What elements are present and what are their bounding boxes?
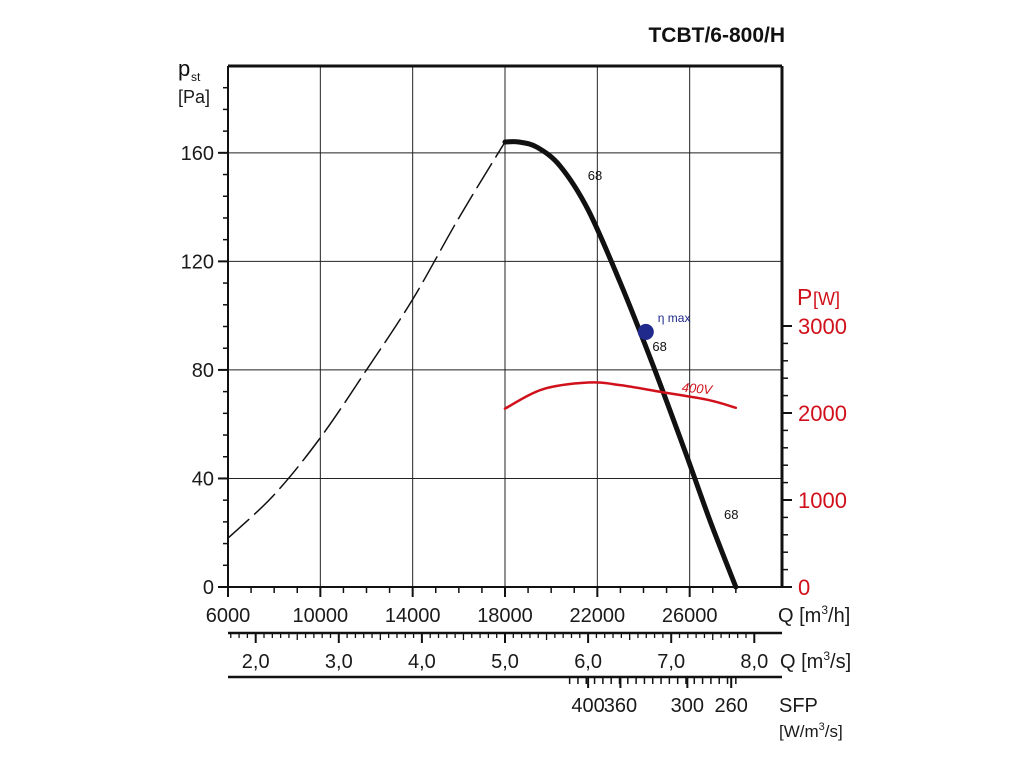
x-axis-sfp-label: SFP bbox=[779, 695, 818, 717]
x-tick-label-m3h: 14000 bbox=[385, 605, 441, 627]
x-axis-sfp-unit: [W/m3/s] bbox=[779, 721, 843, 741]
x-tick-label-sfp: 300 bbox=[671, 695, 704, 717]
series-pressure-extension bbox=[227, 141, 506, 539]
y-tick-label: 160 bbox=[181, 143, 214, 165]
x-tick-label-sfp: 260 bbox=[715, 695, 748, 717]
y-tick-label: 0 bbox=[203, 577, 214, 599]
y2-axis-unit: [W] bbox=[813, 289, 840, 309]
x-tick-label-m3s: 2,0 bbox=[242, 651, 270, 673]
x-axis-flow-m3s: 2,0 3,0 4,0 5,0 6,0 7,0 8,0 bbox=[228, 631, 782, 673]
x-tick-label-m3s: 3,0 bbox=[325, 651, 353, 673]
y2-tick-label: 2000 bbox=[798, 401, 847, 426]
y2-tick-label: 3000 bbox=[798, 314, 847, 339]
plot-frame bbox=[218, 64, 784, 588]
y-axis-pressure: 0 40 80 120 160 bbox=[181, 86, 228, 599]
x-axis-flow-m3h: 6000 10000 14000 18000 22000 26000 bbox=[206, 587, 737, 627]
markers-group: η max 68 68 68 bbox=[588, 168, 739, 522]
y-axis-label-main: p bbox=[178, 56, 190, 81]
y-axis-label-sub: st bbox=[191, 70, 201, 84]
eta-max-marker bbox=[637, 323, 654, 340]
x-axis-m3h-label: Q [m3/h] bbox=[778, 603, 850, 627]
x-tick-label-m3h: 18000 bbox=[477, 605, 533, 627]
x-tick-label-sfp: 400 bbox=[571, 695, 604, 717]
series-power bbox=[503, 381, 738, 410]
y2-axis-label-main: P bbox=[797, 284, 812, 310]
x-tick-label-m3h: 10000 bbox=[293, 605, 349, 627]
curve-annotation: 68 bbox=[652, 339, 666, 354]
chart-title: TCBT/6-800/H bbox=[648, 24, 785, 47]
series-label-400v: 400V bbox=[681, 380, 714, 398]
y-axis-power: 0 1000 2000 3000 bbox=[782, 314, 847, 600]
x-axis-m3s-label: Q [m3/s] bbox=[780, 649, 851, 673]
curve-annotation: 68 bbox=[588, 168, 602, 183]
y-tick-label: 80 bbox=[192, 360, 214, 382]
x-tick-label-m3h: 22000 bbox=[570, 605, 626, 627]
y-tick-label: 40 bbox=[192, 468, 214, 490]
x-tick-label-sfp: 360 bbox=[604, 695, 637, 717]
y2-tick-label: 0 bbox=[798, 575, 810, 600]
x-tick-label-m3h: 26000 bbox=[662, 605, 718, 627]
x-tick-label-m3s: 4,0 bbox=[408, 651, 436, 673]
x-tick-label-m3s: 8,0 bbox=[740, 651, 768, 673]
series-group: 400V bbox=[227, 139, 739, 590]
series-pressure bbox=[502, 139, 739, 590]
x-tick-label-m3s: 7,0 bbox=[657, 651, 685, 673]
x-tick-label-m3s: 6,0 bbox=[574, 651, 602, 673]
grid bbox=[228, 66, 782, 587]
y2-tick-label: 1000 bbox=[798, 488, 847, 513]
y-tick-label: 120 bbox=[181, 251, 214, 273]
x-tick-label-m3s: 5,0 bbox=[491, 651, 519, 673]
curve-annotation: 68 bbox=[724, 507, 738, 522]
x-tick-label-m3h: 6000 bbox=[206, 605, 251, 627]
y-axis-unit: [Pa] bbox=[178, 87, 210, 107]
eta-max-label: η max bbox=[658, 311, 691, 325]
